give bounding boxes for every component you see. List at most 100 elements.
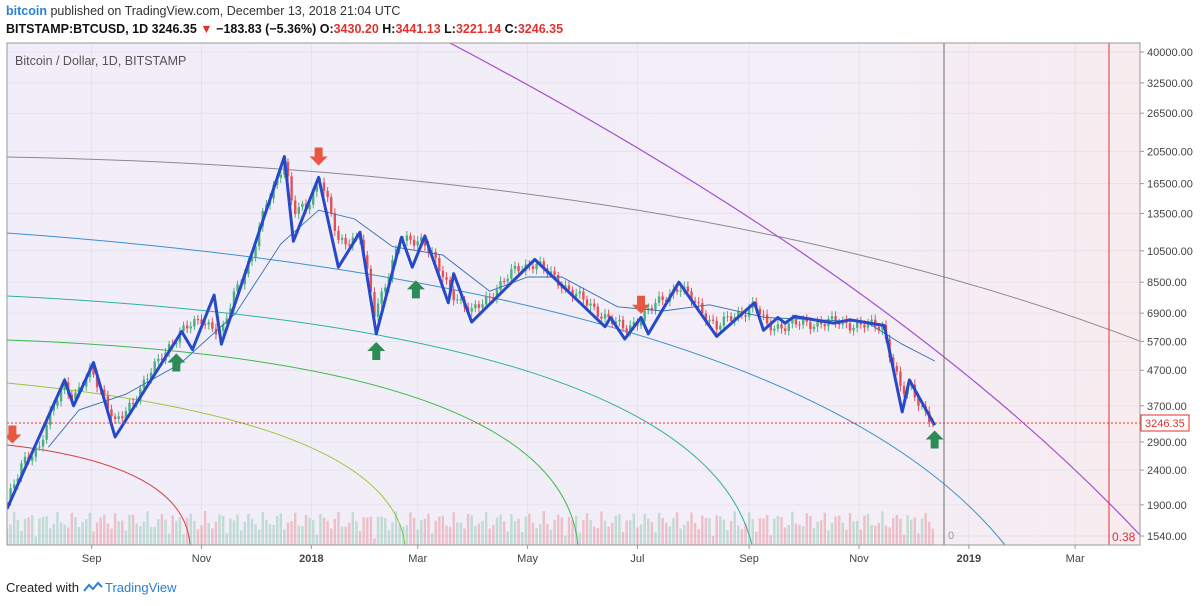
volume-bar xyxy=(726,530,729,545)
volume-bar xyxy=(200,525,203,545)
candle-body xyxy=(758,308,762,315)
volume-bar xyxy=(160,514,164,545)
candle-body xyxy=(56,401,59,406)
candle-body xyxy=(881,325,884,330)
fib-arc-1 xyxy=(7,156,1140,342)
volume-bar xyxy=(297,525,301,545)
footer: Created with TradingView xyxy=(6,580,177,596)
candle-body xyxy=(650,308,654,310)
volume-bar xyxy=(243,521,246,545)
x-tick-label: May xyxy=(517,553,538,565)
author-link[interactable]: bitcoin xyxy=(6,4,47,18)
volume-bar xyxy=(560,517,563,545)
volume-bar xyxy=(265,519,268,545)
volume-bar xyxy=(870,524,873,545)
candle-body xyxy=(322,182,326,191)
x-tick-label: Sep xyxy=(739,553,759,565)
candle-body xyxy=(719,325,722,330)
volume-bar xyxy=(7,529,9,545)
volume-bar xyxy=(330,528,333,545)
candle-body xyxy=(848,323,852,331)
candle-body xyxy=(798,324,801,326)
y-tick-label: 1540.00 xyxy=(1147,531,1187,543)
volume-bar xyxy=(715,515,718,545)
candle-body xyxy=(49,410,52,425)
candle-body xyxy=(643,310,646,322)
x-tick-label: Sep xyxy=(82,553,102,565)
volume-bar xyxy=(103,514,106,545)
volume-bar xyxy=(221,515,225,545)
volume-bar xyxy=(729,521,733,545)
volume-bar xyxy=(257,529,261,545)
volume-bar xyxy=(326,520,329,545)
chart-title: Bitcoin / Dollar, 1D, BITSTAMP xyxy=(15,54,186,68)
candle-body xyxy=(769,323,772,331)
open-value: 3430.20 xyxy=(333,22,379,36)
tradingview-brand[interactable]: TradingView xyxy=(104,580,177,595)
candle-body xyxy=(412,239,416,246)
candle-body xyxy=(254,245,257,258)
symbol-label: BITSTAMP:BTCUSD, 1D xyxy=(6,22,149,36)
volume-bar xyxy=(146,511,149,545)
volume-bar xyxy=(751,519,754,545)
candle-body xyxy=(477,304,481,308)
candle-body xyxy=(193,319,196,327)
candle-body xyxy=(675,289,679,292)
publish-text: published on TradingView.com, December 1… xyxy=(50,4,401,18)
volume-bar xyxy=(513,520,517,545)
volume-bar xyxy=(668,526,672,545)
candle-body xyxy=(567,285,571,291)
candle-body xyxy=(701,303,704,314)
volume-bar xyxy=(416,529,419,545)
volume-bar xyxy=(877,522,881,545)
volume-bar xyxy=(884,525,888,545)
y-tick-label: 40000.00 xyxy=(1147,47,1193,59)
volume-bar xyxy=(733,511,736,545)
volume-bar xyxy=(484,511,488,545)
candle-body xyxy=(366,255,369,269)
grid-lines xyxy=(7,43,1140,545)
y-tick-label: 16500.00 xyxy=(1147,179,1193,191)
volume-bar xyxy=(272,524,275,545)
volume-bar xyxy=(294,512,297,545)
volume-bar xyxy=(312,520,315,545)
x-tick-label: Nov xyxy=(849,553,869,565)
candle-body xyxy=(34,447,38,457)
volume-bar xyxy=(85,519,88,545)
candle-body xyxy=(715,320,718,330)
time-axis[interactable]: Sep Nov 2018 Mar May Jul Sep Nov 2019 Mar xyxy=(82,545,1085,565)
volume-bar xyxy=(477,523,481,545)
volume-bar xyxy=(239,530,243,545)
volume-bar xyxy=(275,516,279,545)
volume-bar xyxy=(585,513,589,545)
volume-bar xyxy=(20,530,23,545)
candle-body xyxy=(232,291,236,309)
volume-bar xyxy=(841,522,844,545)
y-tick-label: 1900.00 xyxy=(1147,500,1187,512)
candle-body xyxy=(510,269,513,279)
candle-body xyxy=(575,293,578,297)
volume-bar xyxy=(625,520,628,545)
candle-body xyxy=(729,316,733,321)
price-axis[interactable]: 40000.00 32500.00 26500.00 20500.00 16500.00… xyxy=(1140,47,1193,543)
volume-bar xyxy=(366,517,369,545)
candle-body xyxy=(582,291,585,300)
candle-body xyxy=(167,344,171,353)
volume-bar xyxy=(564,535,567,545)
candle-body xyxy=(373,292,376,317)
volume-bar xyxy=(553,519,556,545)
fib-arc-6 xyxy=(7,444,191,545)
volume-bar xyxy=(783,527,787,545)
candle-body xyxy=(679,290,682,292)
buy-arrow-up-icon xyxy=(167,353,186,372)
candle-body xyxy=(492,297,495,299)
candle-body xyxy=(614,321,618,324)
volume-bar xyxy=(369,516,373,545)
volume-bar xyxy=(38,518,41,545)
candle-body xyxy=(380,291,383,304)
volume-bar xyxy=(737,525,740,545)
volume-bar xyxy=(236,514,239,545)
y-tick-label: 10500.00 xyxy=(1147,246,1193,258)
volume-bar xyxy=(488,528,491,545)
